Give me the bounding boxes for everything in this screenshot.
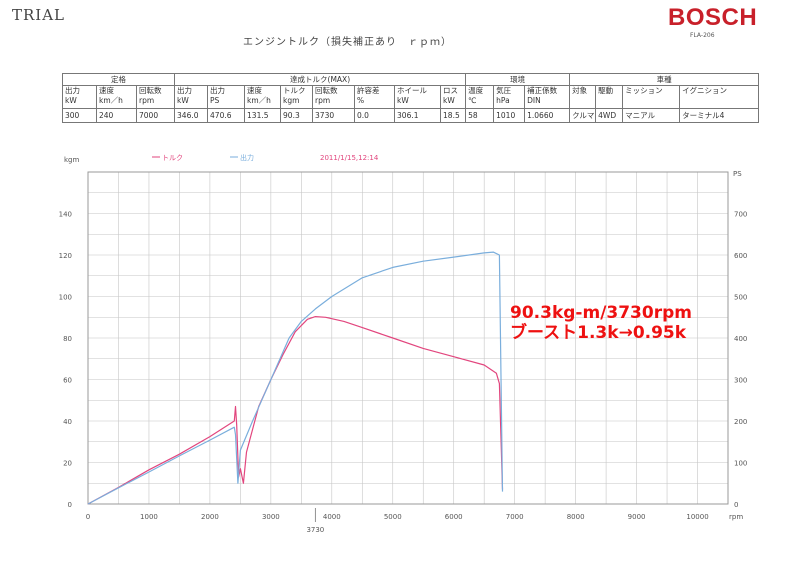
y-right-tick-label: 100 [734, 460, 747, 468]
annotation-line-1: 90.3kg-m/3730rpm [510, 303, 692, 323]
y-right-tick-label: 0 [734, 501, 738, 509]
spec-value-cell: 90.3 [280, 108, 314, 123]
chart-legend: トルク 出力 [152, 153, 254, 162]
y-left-tick-label: 100 [59, 294, 72, 302]
x-tick-label: 0 [86, 513, 90, 521]
spec-header-cell: 駆動 [595, 85, 624, 109]
rpm-marker-label: 3730 [306, 526, 324, 534]
spec-header-cell: ロス kW [440, 85, 467, 109]
report-subtitle: エンジントルク（損失補正あり ｒｐｍ） [243, 37, 452, 48]
y-right-tick-label: 500 [734, 294, 747, 302]
y-left-tick-label: 60 [63, 377, 72, 385]
x-tick-label: 3000 [262, 513, 280, 521]
y-left-tick-label: 140 [59, 211, 72, 219]
spec-header-cell: 回転数 rpm [312, 85, 356, 109]
spec-value-cell: 4WD [595, 108, 624, 123]
spec-header-cell: 補正係数 DIN [524, 85, 571, 109]
spec-value-cell: 7000 [135, 108, 176, 123]
spec-header-cell: 速度 km／h [244, 85, 282, 109]
chart-axes: 0 1000 2000 3000 4000 5000 6000 7000 8000 9000 100… [59, 171, 747, 534]
annotation-box: 90.3kg-m/3730rpm ブースト1.3k→0.95k [510, 303, 692, 343]
y-left-tick-label: 20 [63, 460, 72, 468]
x-tick-label: 9000 [628, 513, 646, 521]
x-tick-label: 10000 [686, 513, 708, 521]
chart-grid [88, 172, 728, 504]
spec-header-cell: イグニション [679, 85, 760, 109]
trial-label: TRIAL [12, 6, 66, 24]
plot-frame [87, 171, 729, 505]
spec-header-cell: ミッション [622, 85, 681, 109]
y-left-tick-label: 40 [63, 418, 72, 426]
x-tick-label: 7000 [506, 513, 524, 521]
spec-value-cell: 3730 [312, 108, 356, 123]
spec-header-cell: 出力 kW [174, 85, 209, 109]
series-line-torque [87, 316, 504, 505]
y-right-tick-label: 300 [734, 377, 747, 385]
spec-value-cell: 58 [465, 108, 495, 123]
legend-entry: トルク [162, 154, 183, 162]
y-right-tick-label: 700 [734, 211, 747, 219]
legend-entry: 出力 [240, 153, 254, 162]
y-right-tick-label: 600 [734, 252, 747, 260]
x-tick-label: 6000 [445, 513, 463, 521]
y-axis-right-label: PS [733, 170, 742, 178]
y-axis-left-label: kgm [64, 156, 79, 164]
spec-value-cell: 18.5 [440, 108, 467, 123]
spec-table: 定格 達成トルク(MAX) 環境 車種 出力 kW 速度 km／h 回転数 rpm 出力 kW… [61, 73, 760, 123]
chart-timestamp: 2011/1/15,12:14 [320, 154, 379, 162]
spec-value-cell: 346.0 [174, 108, 209, 123]
spec-value-cell: 240 [96, 108, 137, 123]
x-tick-label: 2000 [201, 513, 219, 521]
brand-logo: BOSCH [668, 4, 758, 31]
spec-value-cell: 300 [62, 108, 97, 123]
x-tick-label: 1000 [140, 513, 158, 521]
spec-value-cell: マニアル [622, 108, 681, 123]
x-tick-label: 4000 [323, 513, 341, 521]
spec-value-cell: ターミナル4 [679, 108, 760, 123]
y-left-tick-label: 120 [59, 252, 72, 260]
annotation-line-2: ブースト1.3k→0.95k [510, 323, 687, 343]
spec-header-cell: 出力 kW [62, 85, 97, 109]
y-left-tick-label: 80 [63, 335, 72, 343]
y-right-tick-label: 400 [734, 335, 747, 343]
x-axis-label: rpm [729, 513, 743, 521]
x-tick-label: 5000 [384, 513, 402, 521]
y-right-tick-label: 200 [734, 418, 747, 426]
x-tick-label: 8000 [567, 513, 585, 521]
spec-value-cell: 1.0660 [524, 108, 571, 123]
model-code: FLA-206 [690, 32, 715, 39]
spec-header-cell: 対象 [569, 85, 597, 109]
chart-series [87, 251, 504, 505]
y-left-tick-label: 0 [68, 501, 72, 509]
series-line-power [87, 251, 504, 505]
